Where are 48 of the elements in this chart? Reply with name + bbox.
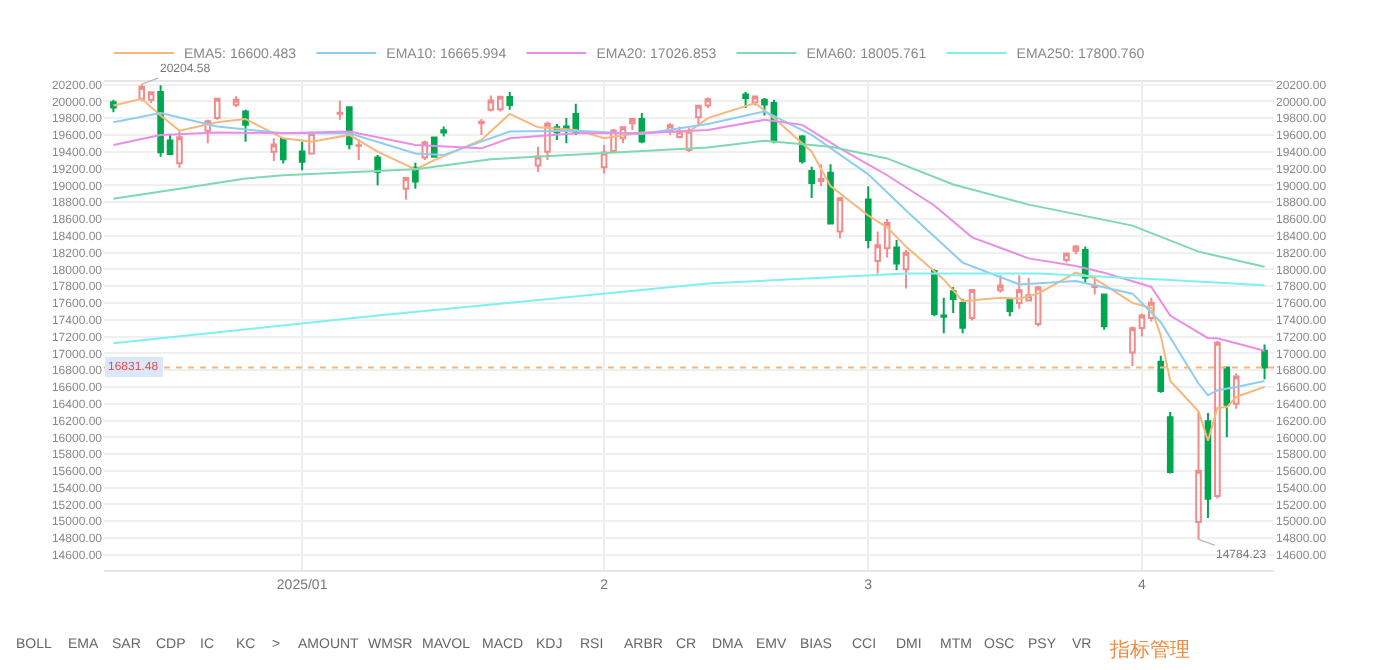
candlestick (336, 99, 344, 121)
candlestick (1166, 411, 1174, 475)
candlestick (412, 161, 419, 190)
candlestick (893, 238, 900, 272)
candlestick (997, 274, 1004, 294)
candlestick (138, 83, 146, 103)
candlestick (440, 125, 447, 138)
candlestick (902, 248, 910, 290)
line-series (112, 272, 1266, 345)
candlestick (1223, 365, 1231, 439)
candlestick (506, 91, 514, 111)
candlestick (931, 269, 938, 318)
candlestick (1006, 297, 1014, 318)
candlestick (836, 196, 844, 240)
candlestick (478, 117, 485, 136)
candlestick (1195, 411, 1202, 541)
candlestick (864, 185, 872, 250)
candlestick (534, 145, 542, 173)
candlestick (808, 165, 815, 199)
candlestick (1214, 340, 1221, 500)
candlestick (176, 128, 183, 169)
text: 指标管理 (1108, 638, 1190, 662)
line-series (112, 97, 1266, 442)
candlestick (817, 163, 825, 188)
candlestick (827, 163, 834, 225)
candlestick (279, 137, 287, 165)
candlestick (742, 91, 749, 110)
candlestick (496, 95, 504, 113)
candlestick (242, 108, 249, 143)
candlestick (629, 117, 636, 131)
candlestick (213, 97, 221, 121)
candlestick (232, 95, 240, 109)
candlestick (959, 297, 966, 335)
candlestick (1261, 343, 1268, 381)
candlestick (949, 285, 957, 314)
line-series (112, 139, 1266, 268)
line-series (112, 118, 1266, 352)
candlestick (355, 138, 363, 162)
candlestick (402, 175, 410, 201)
candlestick (298, 140, 306, 172)
candlestick (1091, 275, 1099, 296)
candlestick (940, 296, 948, 335)
candlestick (1063, 251, 1070, 264)
candlestick (1157, 354, 1165, 394)
candlestick (1072, 243, 1080, 256)
candlestick (270, 137, 278, 162)
candlestick (374, 154, 381, 187)
line-series (112, 110, 1266, 397)
